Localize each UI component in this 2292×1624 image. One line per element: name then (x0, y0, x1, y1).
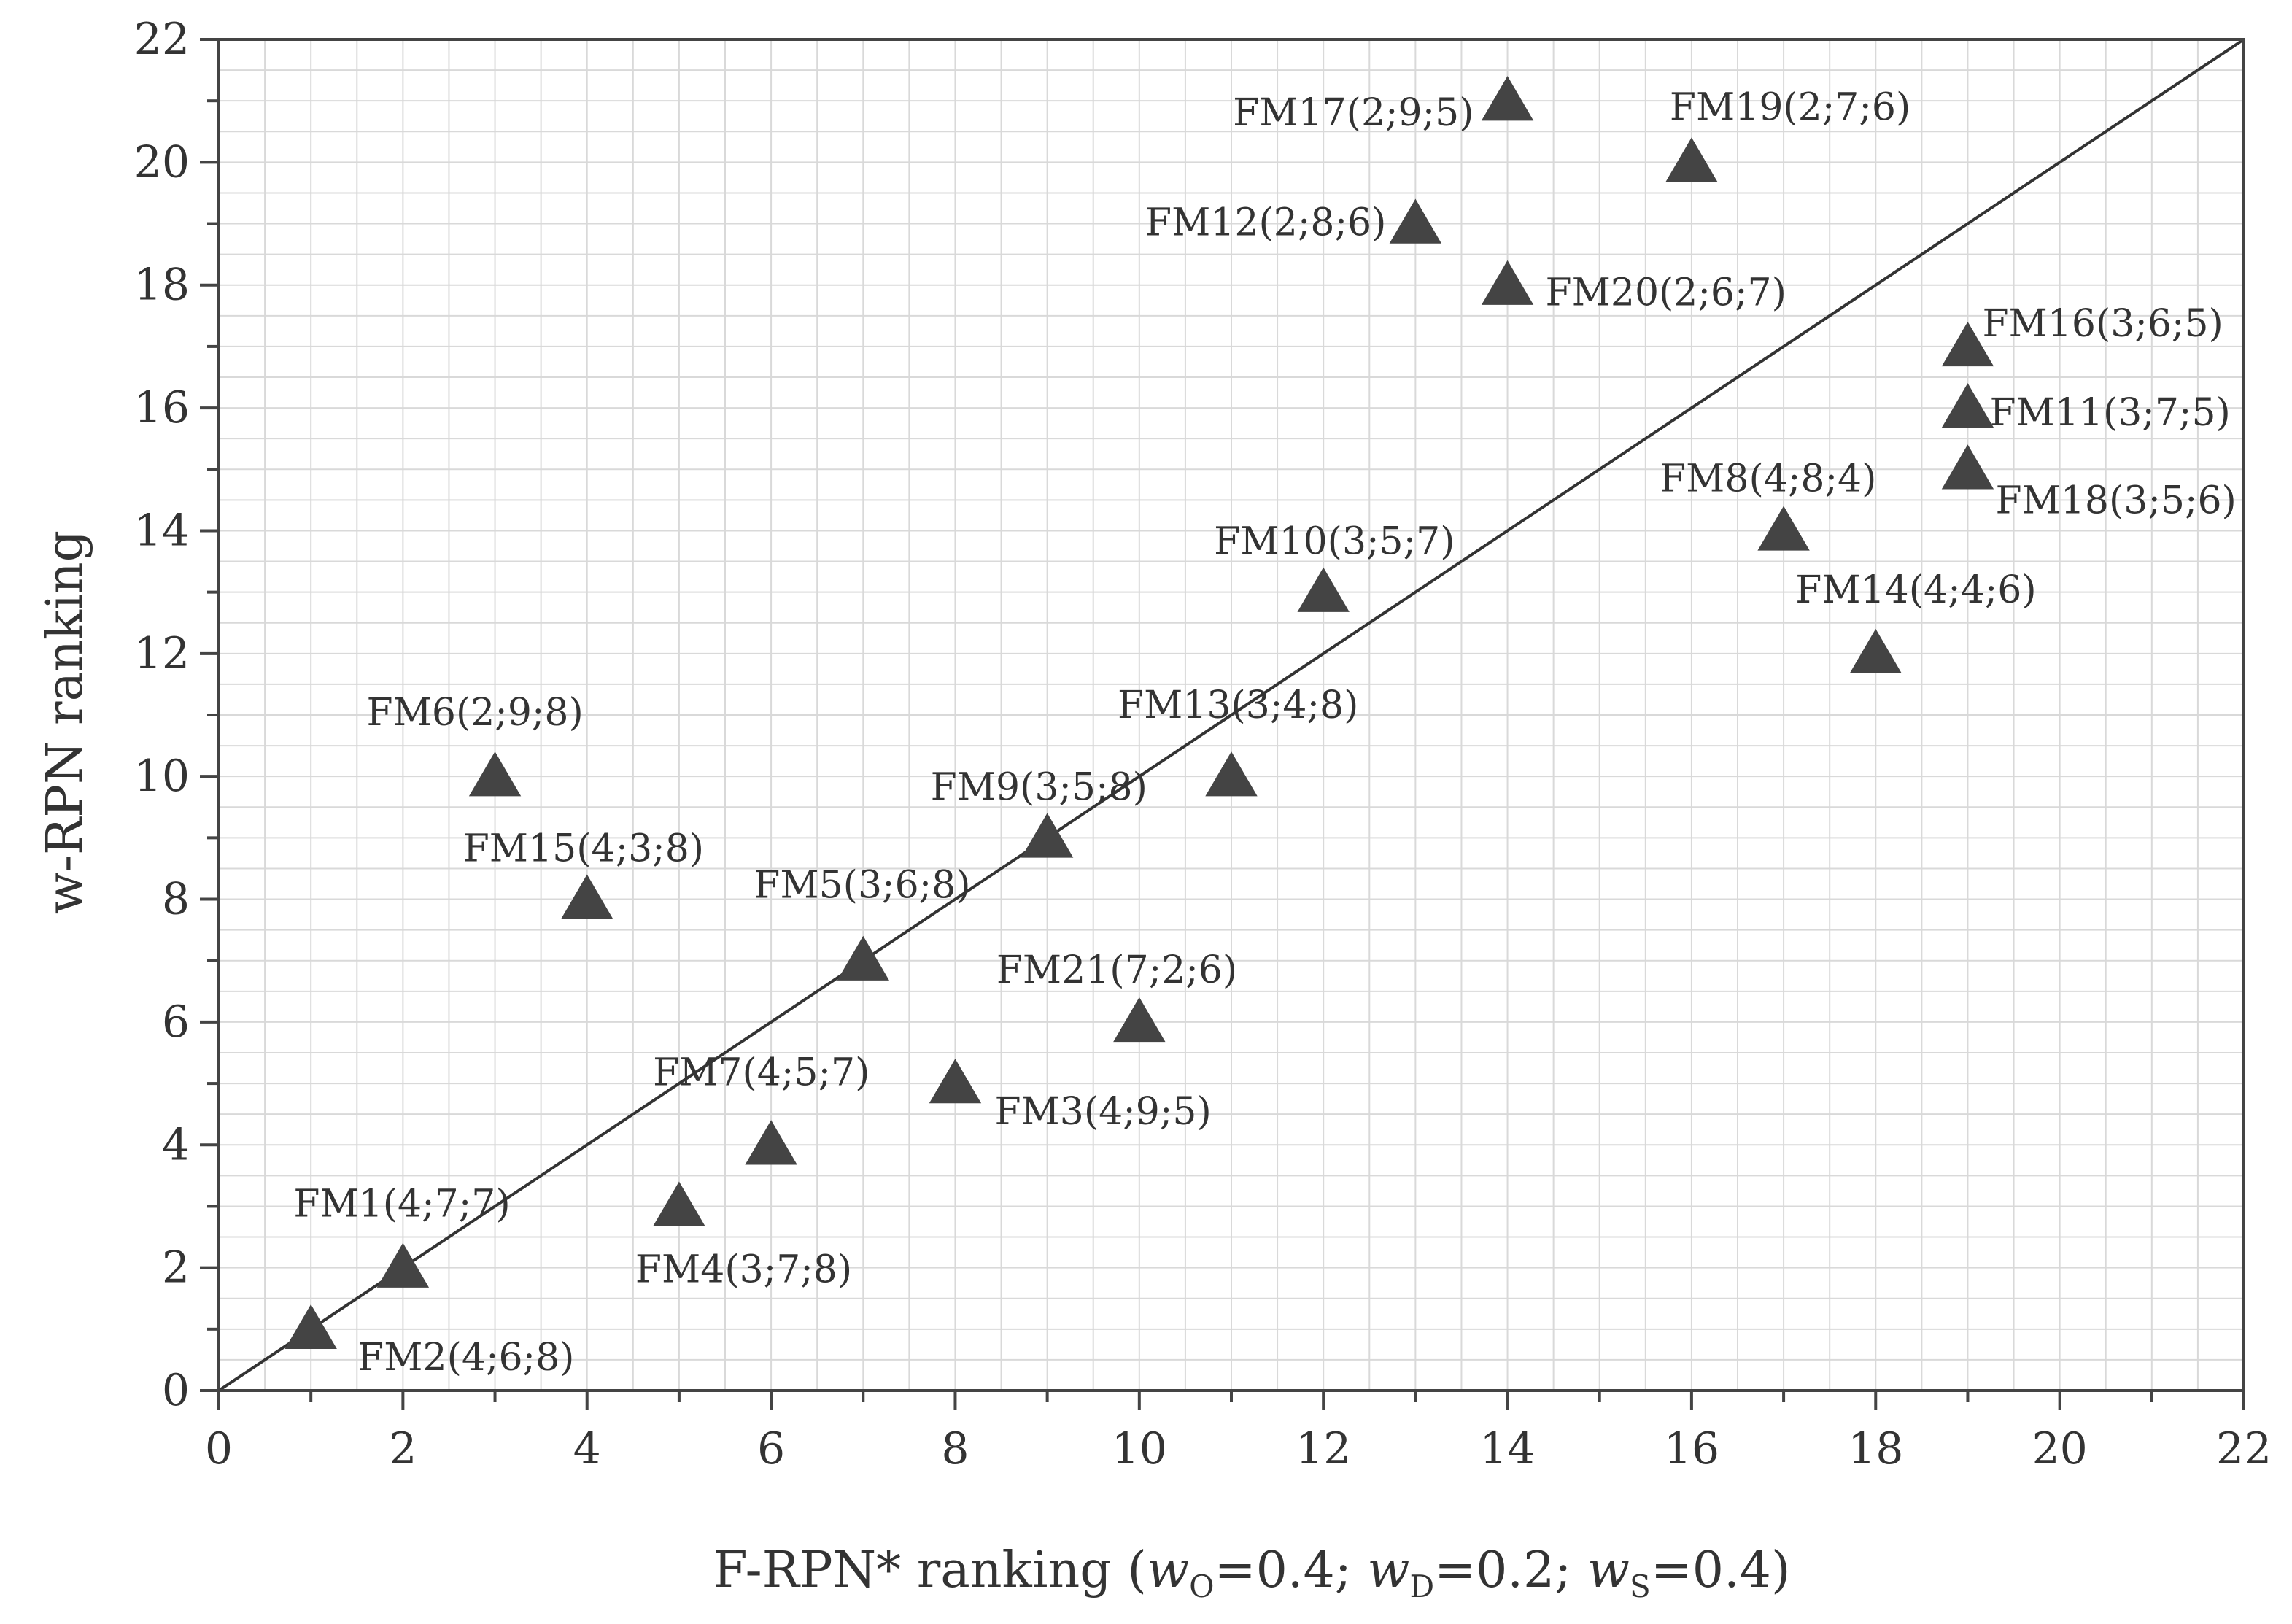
x-tick-label: 6 (757, 1423, 785, 1474)
data-point-triangle (468, 751, 522, 797)
data-point-label: FM16(3;6;5) (1982, 302, 2223, 346)
x-tick-label: 0 (205, 1423, 233, 1474)
data-point-triangle (1849, 628, 1902, 674)
data-point-label: FM1(4;7;7) (293, 1183, 510, 1226)
x-tick-label: 8 (941, 1423, 969, 1474)
y-tick-label: 10 (134, 751, 190, 802)
data-point-label: FM4(3;7;8) (635, 1248, 852, 1291)
x-tick-label: 2 (389, 1423, 417, 1474)
data-point-label: FM6(2;9;8) (367, 691, 584, 735)
y-axis-title: w-RPN ranking (36, 530, 94, 914)
y-tick-label: 18 (134, 260, 190, 311)
data-point-label: FM11(3;7;5) (1989, 391, 2230, 435)
data-points (284, 76, 1994, 1350)
reference-line-y-equals-x (217, 38, 2245, 1392)
data-point-label: FM14(4;4;6) (1795, 568, 2036, 612)
data-point-label: FM5(3;6;8) (754, 864, 970, 908)
x-tick-label: 20 (2032, 1423, 2087, 1474)
data-point-triangle (1481, 260, 1534, 305)
data-point-label: FM21(7;2;6) (996, 948, 1237, 992)
data-point-label: FM9(3;5;8) (931, 765, 1147, 809)
data-point-triangle (929, 1059, 982, 1104)
x-axis-title: F-RPN* ranking (wO=0.4; wD=0.2; wS=0.4) (713, 1542, 1791, 1604)
x-tick-label: 18 (1848, 1423, 1903, 1474)
data-point-label: FM3(4;9;5) (994, 1090, 1211, 1134)
y-tick-label: 14 (134, 505, 190, 556)
x-tick-label: 16 (1664, 1423, 1719, 1474)
y-tick-label: 8 (162, 874, 190, 925)
data-point-triangle (1941, 321, 1994, 367)
data-point-label: FM19(2;7;6) (1670, 85, 1910, 129)
data-point-label: FM10(3;5;7) (1214, 520, 1455, 564)
data-point-triangle (1941, 444, 1994, 490)
data-point-triangle (1941, 383, 1994, 428)
y-tick-label: 6 (162, 997, 190, 1048)
y-tick-label: 12 (134, 628, 190, 679)
y-tick-label: 22 (134, 14, 190, 65)
y-tick-label: 2 (162, 1242, 190, 1294)
data-point-label: FM13(3;4;8) (1118, 684, 1358, 727)
data-point-label: FM15(4;3;8) (463, 827, 704, 871)
data-point-label: FM2(4;6;8) (357, 1336, 574, 1380)
data-point-triangle (561, 874, 613, 919)
y-tick-label: 20 (134, 136, 190, 187)
y-tick-label: 4 (162, 1119, 190, 1170)
grid (218, 39, 2245, 1391)
data-point-triangle (837, 935, 889, 981)
data-point-label: FM7(4;5;7) (653, 1051, 870, 1094)
data-point-label: FM12(2;8;6) (1145, 201, 1386, 245)
data-point-triangle (1757, 506, 1810, 551)
data-point-label: FM17(2;9;5) (1233, 91, 1474, 135)
x-tick-label: 12 (1296, 1423, 1351, 1474)
y-tick-label: 0 (162, 1365, 190, 1416)
data-point-label: FM18(3;5;6) (1995, 479, 2236, 522)
data-point-triangle (745, 1120, 797, 1165)
data-point-triangle (1389, 198, 1442, 244)
data-point-triangle (1481, 76, 1534, 121)
data-point-triangle (376, 1242, 430, 1288)
data-point-triangle (653, 1181, 705, 1226)
x-tick-label: 10 (1112, 1423, 1167, 1474)
data-point-triangle (284, 1304, 337, 1350)
ticks (200, 38, 2245, 1410)
data-point-label: FM8(4;8;4) (1660, 457, 1876, 500)
data-point-triangle (1113, 997, 1166, 1043)
data-point-triangle (1297, 567, 1350, 612)
data-point-triangle (1665, 137, 1718, 182)
data-point-triangle (1205, 751, 1258, 797)
x-tick-label: 22 (2216, 1423, 2272, 1474)
data-point-label: FM20(2;6;7) (1546, 271, 1786, 315)
x-tick-label: 14 (1479, 1423, 1535, 1474)
x-tick-label: 4 (573, 1423, 601, 1474)
data-point-triangle (1021, 813, 1074, 858)
data-point-labels: FM1(4;7;7) FM2(4;6;8) FM3(4;9;5) FM4(3;7;8)… (293, 85, 2236, 1379)
y-tick-label: 16 (134, 382, 190, 433)
